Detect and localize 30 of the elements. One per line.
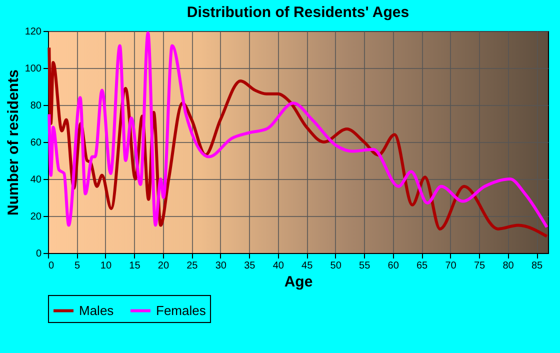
x-tick-label: 35 [244,260,256,272]
y-tick-label: 20 [30,212,42,222]
x-tick-label: 85 [531,260,544,272]
x-tick-label: 80 [502,260,514,272]
x-tick-label: 55 [359,260,371,272]
x-tick-label: 5 [74,260,80,272]
x-tick-label: 30 [215,260,227,272]
y-tick-label: 60 [30,138,42,148]
x-tick-label: 70 [445,260,457,272]
x-tick-label: 0 [48,260,54,272]
x-tick-label: 60 [388,260,400,272]
x-tick-label: 40 [272,260,284,272]
y-axis-title: Number of residents [4,70,22,216]
y-tick-label: 100 [24,64,42,74]
x-tick-label: 50 [330,260,342,272]
legend-label: Females [156,302,206,318]
x-tick-label: 15 [129,260,141,272]
x-tick-label: 25 [186,260,198,272]
y-tick-label: 80 [30,100,42,112]
y-tick-label: 0 [36,248,42,260]
x-tick-label: 45 [302,260,314,272]
x-tick-label: 75 [474,260,486,272]
x-axis-title: Age [284,274,313,290]
y-tick-label: 40 [30,174,42,186]
x-tick-label: 10 [100,260,112,272]
x-tick-label: 65 [416,260,428,272]
chart-title: Distribution of Residents' Ages [186,4,410,21]
x-tick-label: 20 [158,260,170,272]
y-tick-label: 120 [24,26,42,38]
legend-label: Males [79,302,114,318]
